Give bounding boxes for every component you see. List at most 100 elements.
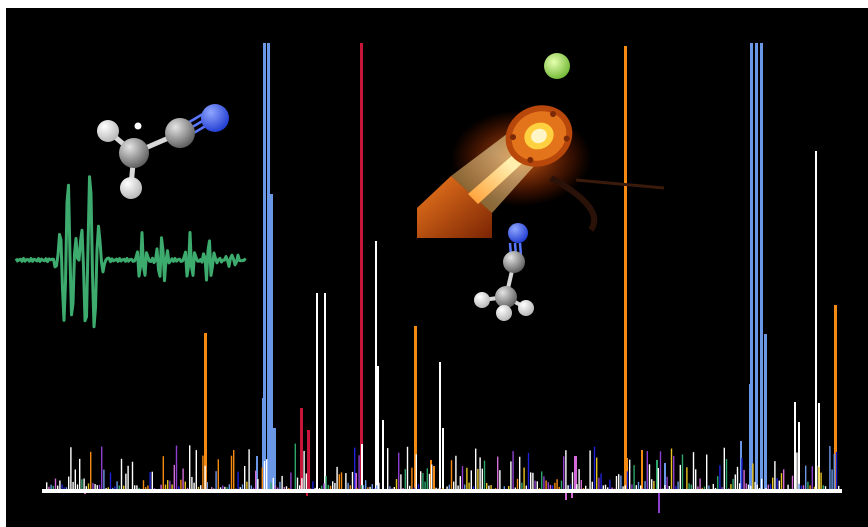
spectrum-line xyxy=(593,446,596,490)
spectrum-line xyxy=(769,483,772,490)
spectrum-line xyxy=(543,476,545,490)
spectrum-line xyxy=(657,467,659,490)
spectrum-line xyxy=(283,487,285,490)
spectrum-line xyxy=(488,485,490,490)
spectrum-line xyxy=(114,486,116,490)
spectrum-line xyxy=(164,484,167,490)
spectrum-line xyxy=(631,484,633,490)
spectrum-line xyxy=(204,333,207,490)
spectrum-line xyxy=(433,483,435,490)
spectrum-line xyxy=(677,481,679,490)
spectrum-line xyxy=(173,464,175,490)
spectrum-line xyxy=(532,472,534,490)
spectrum-line xyxy=(461,466,464,490)
spectrum-line xyxy=(764,334,767,490)
spectrum-line xyxy=(222,485,224,490)
spectrum-line xyxy=(497,456,499,490)
spectrum-line xyxy=(413,487,415,490)
spectrum-line xyxy=(604,484,607,490)
spectrum-line xyxy=(424,481,426,490)
spectrum-line xyxy=(369,486,371,490)
spectrum-line xyxy=(723,447,725,490)
spectrum-line xyxy=(695,469,697,490)
spectrum-line xyxy=(750,43,753,490)
spectrum-line xyxy=(226,487,228,490)
spectrum-line xyxy=(563,456,565,490)
spectrum-line xyxy=(697,486,699,490)
spectrum-line xyxy=(656,460,658,490)
spectrum-line xyxy=(820,472,822,490)
spectrum-line xyxy=(475,448,477,490)
spectrum-line xyxy=(794,402,796,490)
spectrum-line xyxy=(554,482,556,490)
spectrum-line xyxy=(565,450,567,490)
spectrum-line xyxy=(285,486,288,490)
spectrum-line xyxy=(609,479,611,490)
spectrum-line xyxy=(362,485,365,490)
spectrum-line xyxy=(829,446,831,490)
spectrum-line xyxy=(760,43,763,490)
spectrum-line xyxy=(457,485,459,490)
spectrum-line xyxy=(85,486,87,490)
spectrum-line xyxy=(257,479,259,490)
spectrum-line xyxy=(637,481,640,490)
spectrum-line xyxy=(63,487,65,490)
spectrum-line xyxy=(591,481,593,490)
spectrum-line xyxy=(107,487,109,490)
spectrum-line xyxy=(571,472,574,490)
spectrum-line xyxy=(624,46,627,490)
spectrum-line xyxy=(52,485,54,490)
spectrum-line xyxy=(389,486,391,490)
spectrum-line xyxy=(664,485,666,490)
spectrum-line xyxy=(714,487,717,490)
spectrum-line xyxy=(404,469,406,490)
spectrum-line xyxy=(831,469,833,490)
spectrum-line xyxy=(175,445,178,490)
spectrum-line xyxy=(666,476,668,490)
spectrum-line xyxy=(600,473,602,490)
spectrum-line xyxy=(692,452,695,490)
spectrum-line xyxy=(184,481,186,490)
spectrum-line xyxy=(688,483,690,490)
spectrum-line xyxy=(54,478,57,490)
spectrum-line xyxy=(569,484,571,490)
spectrum-line xyxy=(644,481,646,490)
spectrum-line xyxy=(635,485,637,490)
spectrum-line xyxy=(409,485,411,490)
artwork-canvas xyxy=(6,8,868,527)
spectrum-line xyxy=(752,463,754,490)
spectrum-line xyxy=(411,467,413,490)
spectrum-line xyxy=(76,484,79,490)
spectrum-line xyxy=(468,482,470,490)
spectrum-line xyxy=(61,484,63,490)
spectrum-line xyxy=(516,478,519,490)
artwork-svg xyxy=(14,43,842,513)
spectrum-line xyxy=(365,480,367,490)
spectrum-line xyxy=(101,446,103,490)
spectrum-line xyxy=(338,474,340,490)
spectrum-line xyxy=(263,43,266,490)
spectrum-line xyxy=(415,454,417,490)
spectrum-line xyxy=(219,487,222,490)
spectrum-line xyxy=(545,480,547,490)
spectrum-line xyxy=(503,486,505,490)
spectrum-line xyxy=(433,466,435,490)
spectrum-line xyxy=(450,460,453,490)
spectrum-line xyxy=(160,484,162,490)
spectrum-line xyxy=(589,450,591,490)
spectrum-line xyxy=(571,490,573,498)
spectrum-line xyxy=(730,484,732,490)
spectrum-line xyxy=(305,473,307,490)
spectrum-line xyxy=(361,444,363,490)
spectrum-line xyxy=(736,466,739,490)
spectrum-line xyxy=(329,485,332,490)
spectrum-line xyxy=(552,485,554,490)
spectrum-line xyxy=(204,465,206,490)
spectrum-line xyxy=(646,451,648,490)
spectrum-line xyxy=(153,487,156,490)
spectrum-line xyxy=(162,456,164,490)
spectrum-line xyxy=(453,481,455,490)
green-spectral-trace-icon xyxy=(14,175,247,329)
spectrum-line xyxy=(267,43,270,490)
spectrum-line xyxy=(134,485,136,490)
